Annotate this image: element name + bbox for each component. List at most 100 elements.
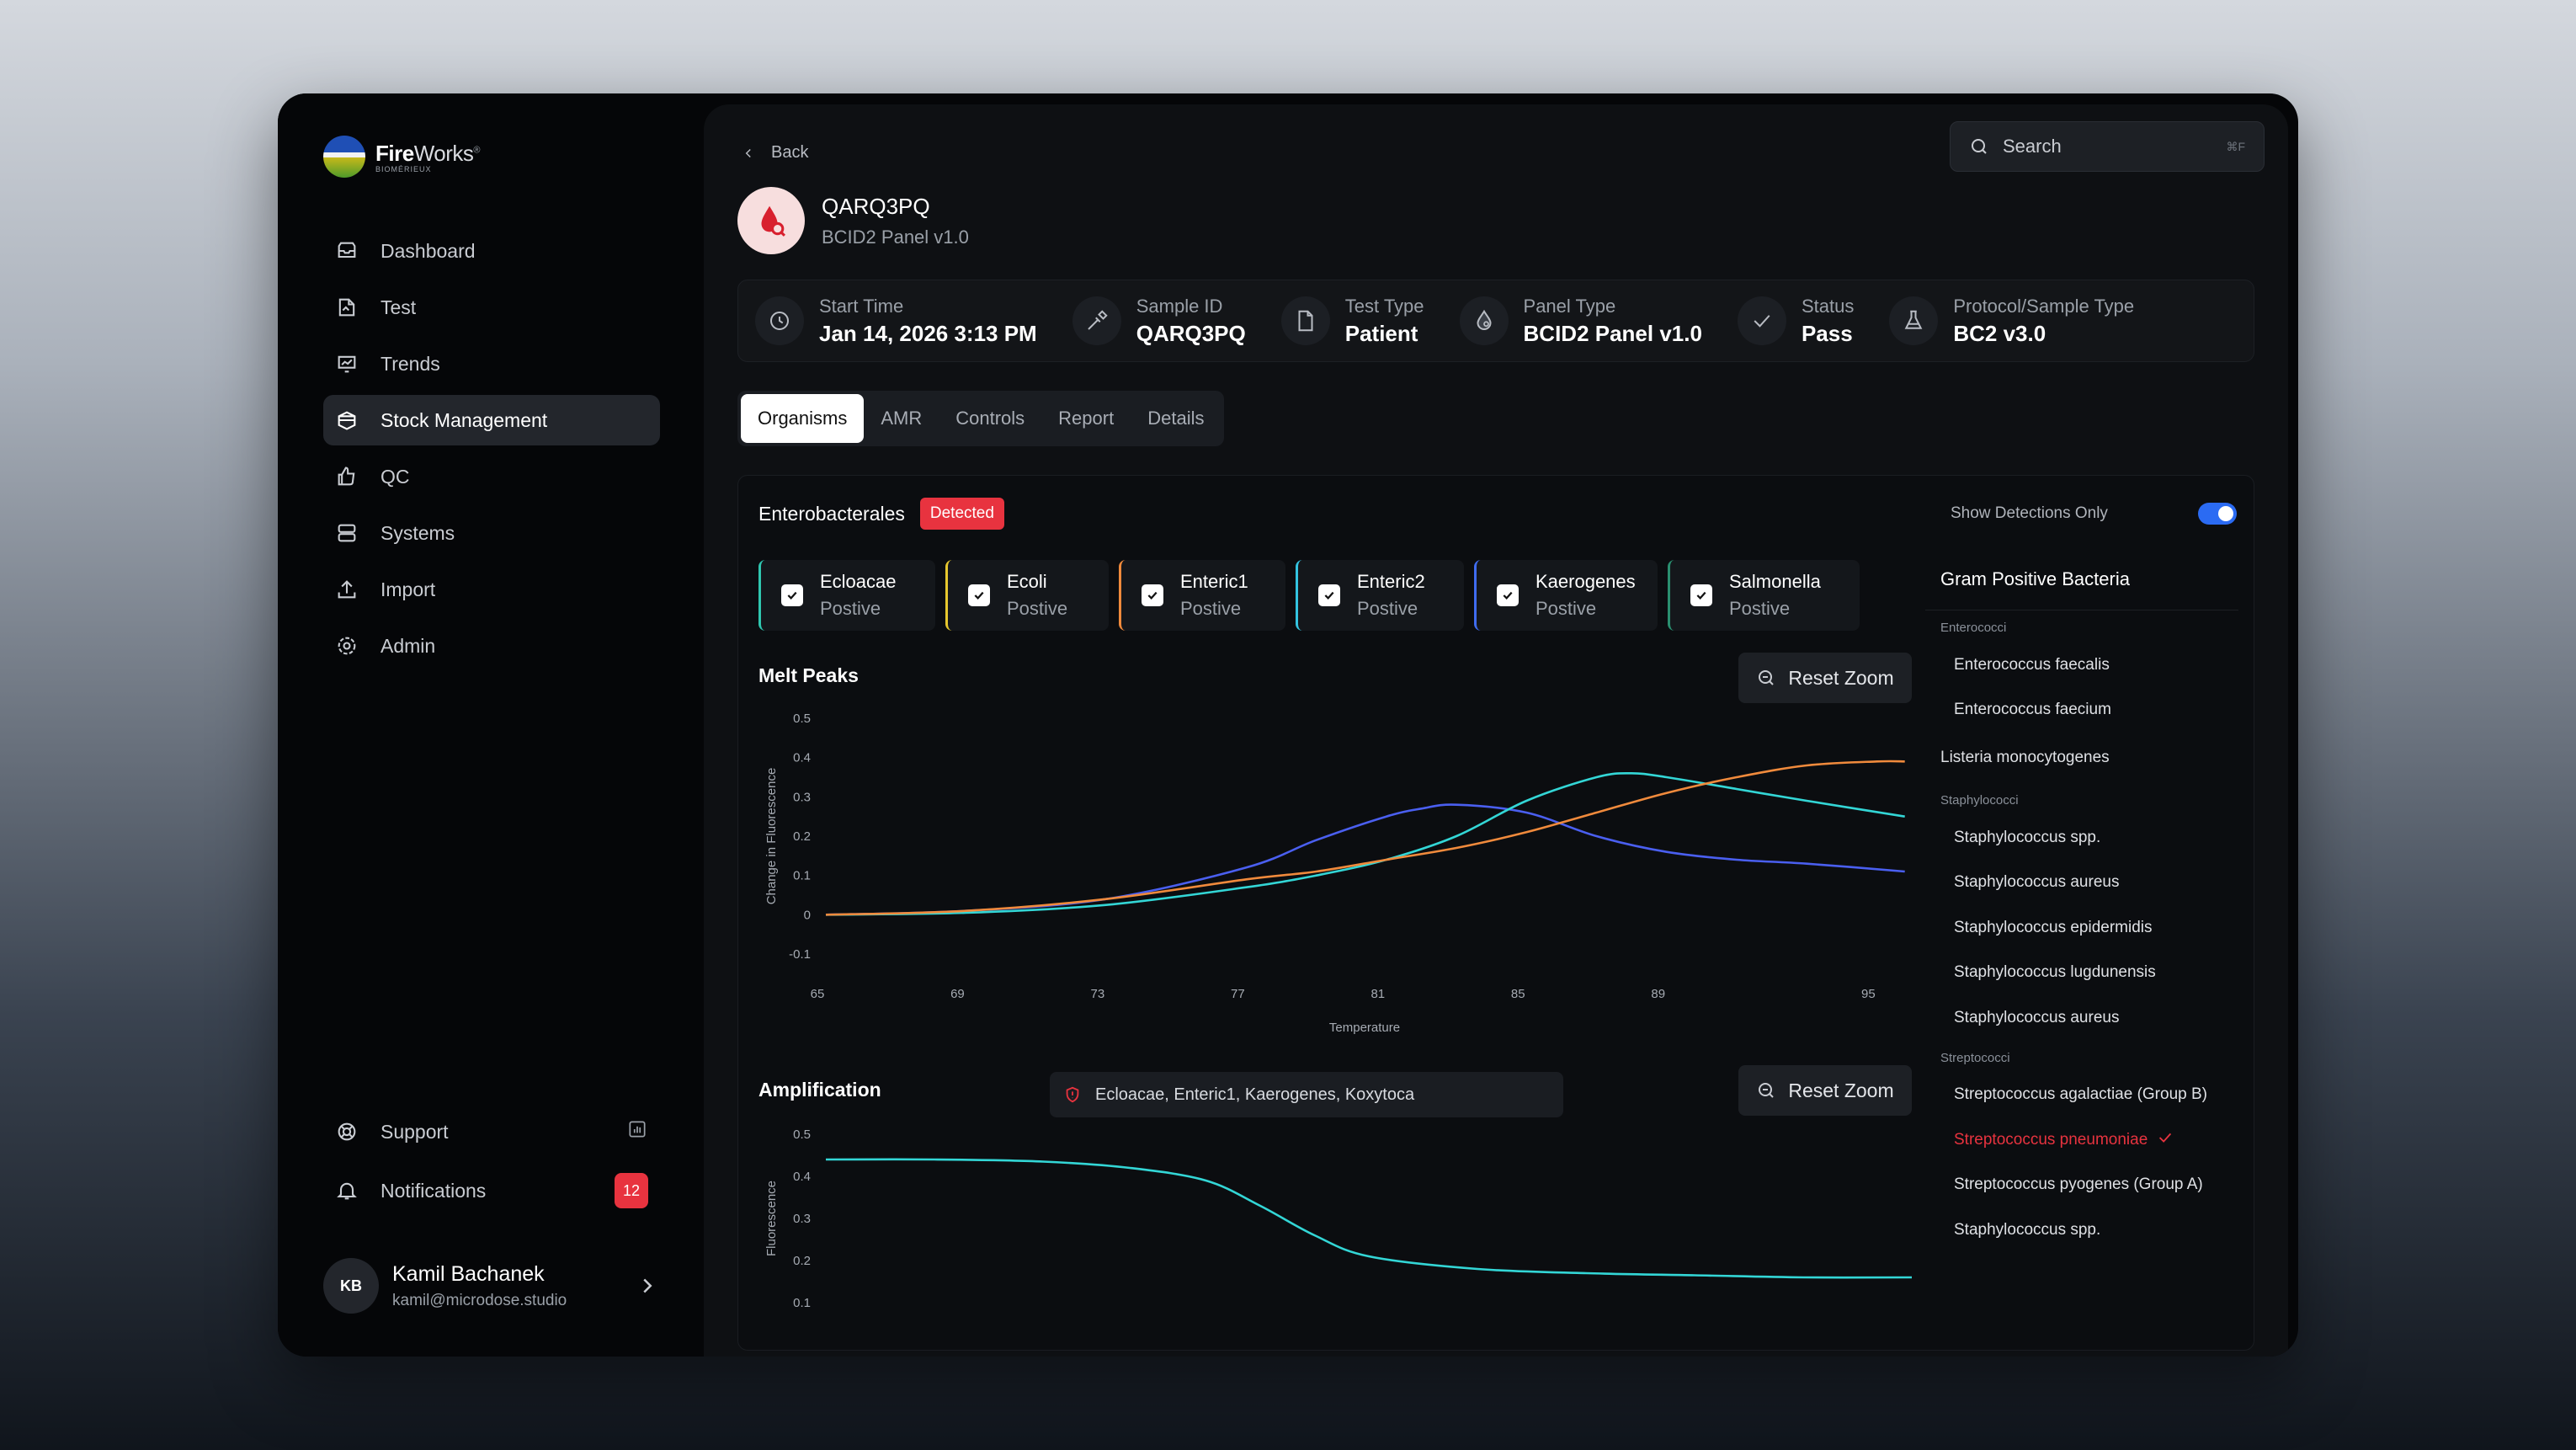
checkbox[interactable] bbox=[1142, 584, 1163, 606]
brand[interactable]: FireWorks® BIOMÉRIEUX bbox=[323, 136, 480, 178]
organism-list-item[interactable]: Staphylococcus aureus bbox=[1925, 861, 2238, 906]
organism-card-ecloacae[interactable]: Ecloacae Postive bbox=[758, 560, 935, 631]
check-icon bbox=[2156, 1128, 2174, 1152]
sidebar-item-trends[interactable]: Trends bbox=[323, 339, 660, 389]
sidebar-item-label: Test bbox=[381, 296, 417, 318]
amplification-chart[interactable]: 0.5 0.4 0.3 0.2 0.1 Fluorescence bbox=[758, 1121, 1912, 1340]
sidebar-item-notifications[interactable]: Notifications 12 bbox=[323, 1165, 660, 1216]
organism-name: Salmonella bbox=[1729, 571, 1821, 592]
organism-list-item[interactable]: Streptococcus agalactiae (Group B) bbox=[1925, 1073, 2238, 1118]
melt-peaks-title: Melt Peaks bbox=[758, 664, 859, 686]
organism-status: Postive bbox=[1007, 598, 1068, 619]
tab-bar: Organisms AMR Controls Report Details bbox=[737, 391, 1225, 446]
main-content: Back Search ⌘F QARQ3PQ BCID2 Panel v1.0 … bbox=[704, 104, 2288, 1357]
sidebar-item-label: Support bbox=[381, 1120, 449, 1143]
organism-list-item[interactable]: Enterococcus faecium bbox=[1925, 688, 2238, 733]
sidebar: FireWorks® BIOMÉRIEUX Dashboard Test Trend… bbox=[278, 93, 704, 1357]
sidebar-bottom-nav: Support Notifications 12 bbox=[323, 1106, 660, 1222]
organism-list-item[interactable]: Enterococcus faecalis bbox=[1925, 642, 2238, 688]
chevron-right-icon[interactable] bbox=[635, 1273, 660, 1298]
melt-peaks-chart[interactable]: 0.5 0.4 0.3 0.2 0.1 0 -0.1 65 69 73 77 81 85 89 95 Temp… bbox=[758, 701, 1912, 1038]
organism-status: Postive bbox=[1535, 598, 1597, 619]
organism-group-title: Enterobacterales bbox=[758, 502, 905, 525]
organism-list-item[interactable]: Staphylococcus lugdunensis bbox=[1925, 951, 2238, 996]
tab-controls[interactable]: Controls bbox=[955, 408, 1025, 429]
organism-status: Postive bbox=[820, 598, 881, 619]
bar-chart-icon[interactable] bbox=[626, 1118, 648, 1145]
sidebar-item-label: QC bbox=[381, 465, 410, 488]
organism-list-item[interactable]: Listeria monocytogenes bbox=[1925, 733, 2238, 783]
organism-card-enteric2[interactable]: Enteric2 Postive bbox=[1296, 560, 1464, 631]
x-axis-label: Temperature bbox=[1329, 1021, 1400, 1035]
y-tick-label: -0.1 bbox=[789, 947, 811, 962]
y-tick-label: 0.3 bbox=[793, 790, 811, 804]
organism-list-label: Enterococcus faecalis bbox=[1954, 655, 2110, 674]
lifebuoy-icon bbox=[335, 1120, 359, 1143]
info-test-type: Test Type Patient bbox=[1280, 296, 1424, 347]
sidebar-item-test[interactable]: Test bbox=[323, 282, 660, 333]
tab-amr[interactable]: AMR bbox=[881, 408, 923, 429]
organism-list-item[interactable]: Staphylococcus spp. bbox=[1925, 815, 2238, 861]
organism-card-ecoli[interactable]: Ecoli Postive bbox=[945, 560, 1109, 631]
brand-name: FireWorks® bbox=[375, 140, 480, 166]
organism-list-item[interactable]: Streptococcus pyogenes (Group A) bbox=[1925, 1163, 2238, 1208]
organism-list-item[interactable]: Staphylococcus epidermidis bbox=[1925, 905, 2238, 951]
brand-subtitle: BIOMÉRIEUX bbox=[375, 164, 432, 173]
sidebar-item-systems[interactable]: Systems bbox=[323, 508, 660, 558]
info-status: Status Pass bbox=[1737, 295, 1855, 347]
organism-list-item[interactable]: Streptococcus pneumoniae bbox=[1925, 1117, 2238, 1163]
organism-list-label: Streptococcus pyogenes (Group A) bbox=[1954, 1175, 2203, 1194]
search-placeholder: Search bbox=[2003, 136, 2062, 157]
organism-card-kaerogenes[interactable]: Kaerogenes Postive bbox=[1474, 560, 1658, 631]
y-axis-label: Change in Fluorescence bbox=[764, 768, 779, 905]
sidebar-item-dashboard[interactable]: Dashboard bbox=[323, 226, 660, 276]
info-sample-id: Sample ID QARQ3PQ bbox=[1072, 296, 1246, 347]
shield-alert-icon bbox=[1066, 1086, 1079, 1103]
search-input[interactable]: Search ⌘F bbox=[1950, 121, 2265, 172]
organism-list-label: Staphylococcus epidermidis bbox=[1954, 918, 2153, 936]
organism-list-label: Enterococcus faecium bbox=[1954, 701, 2111, 719]
organism-status: Postive bbox=[1729, 598, 1791, 619]
x-tick-label: 73 bbox=[1091, 987, 1105, 1001]
checkbox[interactable] bbox=[1690, 584, 1712, 606]
info-label: Status bbox=[1801, 295, 1855, 317]
sidebar-item-admin[interactable]: Admin bbox=[323, 621, 660, 671]
brand-logo bbox=[323, 136, 365, 178]
checkbox[interactable] bbox=[968, 584, 990, 606]
sample-subtitle: BCID2 Panel v1.0 bbox=[822, 226, 969, 248]
tab-details[interactable]: Details bbox=[1147, 408, 1205, 429]
x-tick-label: 65 bbox=[811, 987, 825, 1001]
organism-card-salmonella[interactable]: Salmonella Postive bbox=[1668, 560, 1860, 631]
checkbox[interactable] bbox=[781, 584, 803, 606]
pipette-icon bbox=[1072, 296, 1121, 345]
melt-series-line-1 bbox=[825, 771, 1905, 916]
sidebar-item-label: Import bbox=[381, 578, 436, 600]
info-panel-type: Panel Type BCID2 Panel v1.0 bbox=[1459, 296, 1702, 347]
sidebar-item-stock-management[interactable]: Stock Management bbox=[323, 395, 660, 445]
reset-zoom-button[interactable]: Reset Zoom bbox=[1738, 653, 1912, 703]
sidebar-item-support[interactable]: Support bbox=[323, 1106, 660, 1157]
stock-icon bbox=[335, 408, 359, 432]
organism-card-enteric1[interactable]: Enteric1 Postive bbox=[1119, 560, 1285, 631]
reset-zoom-label: Reset Zoom bbox=[1788, 666, 1894, 689]
tab-report[interactable]: Report bbox=[1058, 408, 1115, 429]
checkbox[interactable] bbox=[1318, 584, 1340, 606]
flask-icon bbox=[1889, 296, 1939, 345]
detected-organisms-text: Ecloacae, Enteric1, Kaerogenes, Koxytoca bbox=[1095, 1085, 1415, 1104]
organism-list-item[interactable]: Staphylococcus spp. bbox=[1925, 1207, 2238, 1253]
organism-list-label: Staphylococcus spp. bbox=[1954, 1220, 2101, 1239]
user-profile[interactable]: KB Kamil Bachanek kamil@microdose.studio bbox=[323, 1252, 660, 1319]
checkbox[interactable] bbox=[1497, 584, 1519, 606]
sidebar-item-import[interactable]: Import bbox=[323, 564, 660, 615]
organism-list-item[interactable]: Staphylococcus aureus bbox=[1925, 995, 2238, 1041]
reset-zoom-button[interactable]: Reset Zoom bbox=[1738, 1065, 1912, 1116]
reset-zoom-label: Reset Zoom bbox=[1788, 1079, 1894, 1101]
back-link[interactable]: Back bbox=[741, 143, 808, 163]
melt-series-line-2 bbox=[825, 760, 1905, 916]
show-detections-toggle[interactable] bbox=[2198, 503, 2237, 525]
sidebar-item-qc[interactable]: QC bbox=[323, 451, 660, 502]
tab-organisms[interactable]: Organisms bbox=[741, 394, 865, 443]
x-tick-label: 69 bbox=[950, 987, 965, 1001]
melt-peaks-block: Melt Peaks Reset Zoom 0.5 0.4 0.3 0.2 0.1 0 -0… bbox=[758, 653, 1912, 1040]
inbox-icon bbox=[335, 239, 359, 263]
